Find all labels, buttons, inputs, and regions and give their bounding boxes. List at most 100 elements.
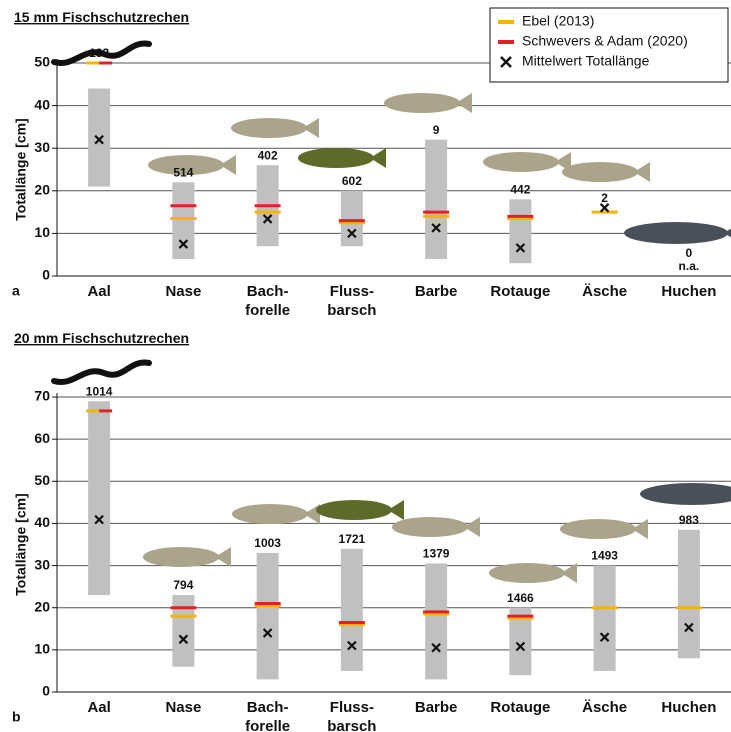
y-tick-label: 40 [34, 514, 50, 530]
count-label: 794 [173, 578, 193, 592]
range-bar [425, 139, 448, 259]
fish-tail [388, 500, 404, 520]
x-tick-label: Nase [165, 699, 201, 716]
legend-box [489, 7, 729, 83]
fish-icon [148, 155, 224, 175]
range-bar [509, 607, 532, 676]
range-bar [172, 595, 195, 667]
x-tick-label: Huchen [661, 283, 716, 300]
fish-tail [456, 93, 472, 113]
fish-tail [464, 517, 480, 537]
count-label: 1014 [86, 384, 113, 398]
legend-swatch [500, 56, 512, 68]
x-tick-label: Rotauge [490, 283, 550, 300]
fish-icon [384, 93, 460, 113]
y-tick-label: 50 [34, 472, 50, 488]
range-bar [509, 199, 532, 264]
count-label: 442 [510, 182, 530, 196]
count-label: 133 [89, 46, 109, 60]
fish-icon [392, 517, 468, 537]
mean-marker [94, 514, 104, 525]
range-bar [88, 88, 111, 187]
range-bar [340, 548, 363, 671]
fish-tail [304, 504, 320, 524]
y-axis-label: Totallänge [cm] [13, 493, 29, 595]
legend-label: Ebel (2013) [522, 13, 594, 29]
mean-marker [431, 642, 441, 653]
legend-label: Schwevers & Adam (2020) [522, 33, 688, 49]
fish-tail [724, 228, 731, 238]
range-bar [677, 529, 700, 659]
mean-marker [262, 214, 273, 224]
x-tick-label: Barbe [415, 283, 458, 300]
fish-icon [231, 118, 307, 138]
mean-marker [178, 634, 189, 645]
fish-tail [220, 155, 236, 175]
count-label: 1003 [254, 536, 281, 550]
fish-icon [232, 504, 308, 524]
y-tick-label: 40 [34, 96, 50, 112]
fish-tail [555, 152, 571, 172]
fish-tail [634, 162, 650, 182]
fish-icon [624, 222, 728, 244]
count-label: 514 [173, 165, 193, 179]
count-label: 1493 [591, 549, 618, 563]
x-tick-label: Bach-forelle [245, 699, 290, 732]
fish-icon [298, 148, 374, 168]
count-label: 983 [679, 513, 699, 527]
x-tick-label: Nase [165, 283, 201, 300]
count-label: 602 [342, 174, 362, 188]
panel-letter: a [12, 283, 20, 299]
mean-marker [431, 223, 441, 233]
x-tick-label: Aal [87, 283, 110, 300]
y-tick-label: 70 [34, 388, 50, 404]
y-tick-label: 50 [34, 54, 50, 70]
na-label: n.a. [679, 259, 700, 273]
mean-marker [599, 203, 610, 213]
fish-icon [489, 563, 565, 583]
x-tick-label: Äsche [582, 283, 627, 300]
range-bar [425, 563, 448, 680]
count-label: 0 [686, 246, 693, 260]
y-tick-label: 0 [42, 683, 50, 699]
fish-icon [640, 483, 731, 505]
y-tick-label: 30 [34, 139, 50, 155]
x-tick-label: Äsche [582, 699, 627, 716]
y-tick-label: 20 [34, 598, 50, 614]
range-bar [88, 401, 111, 596]
fish-tail [561, 563, 577, 583]
fish-icon [143, 547, 219, 567]
x-tick-label: Aal [87, 699, 110, 716]
x-tick-label: Barbe [415, 699, 458, 716]
fish-icon [483, 152, 559, 172]
chart-title: 20 mm Fischschutzrechen [14, 330, 189, 346]
chart-title: 15 mm Fischschutzrechen [14, 9, 189, 25]
fish-tail [370, 148, 386, 168]
y-tick-label: 30 [34, 556, 50, 572]
mean-marker [515, 641, 526, 652]
fish-icon [316, 500, 392, 520]
range-bar [340, 190, 363, 247]
x-tick-label: Fluss-barsch [327, 283, 376, 319]
y-tick-label: 0 [42, 267, 50, 283]
mean-marker [94, 134, 104, 145]
y-tick-label: 10 [34, 224, 50, 240]
legend-label: Mittelwert Totallänge [522, 53, 650, 69]
range-bar [593, 565, 616, 671]
x-tick-label: Bach-forelle [245, 283, 290, 319]
fish-icon [560, 519, 636, 539]
fish-tail [303, 118, 319, 138]
mean-marker [178, 239, 189, 249]
range-bar [256, 552, 279, 680]
eel-icon [51, 40, 152, 67]
mean-marker [599, 632, 610, 642]
y-axis-label: Totallänge [cm] [13, 118, 29, 220]
x-tick-label: Huchen [661, 699, 716, 716]
x-tick-label: Rotauge [490, 699, 550, 716]
y-tick-label: 20 [34, 182, 50, 198]
count-label: 1466 [507, 591, 534, 605]
x-tick-label: Fluss-barsch [327, 699, 376, 732]
panel-letter: b [12, 709, 21, 725]
count-label: 2 [601, 191, 608, 205]
